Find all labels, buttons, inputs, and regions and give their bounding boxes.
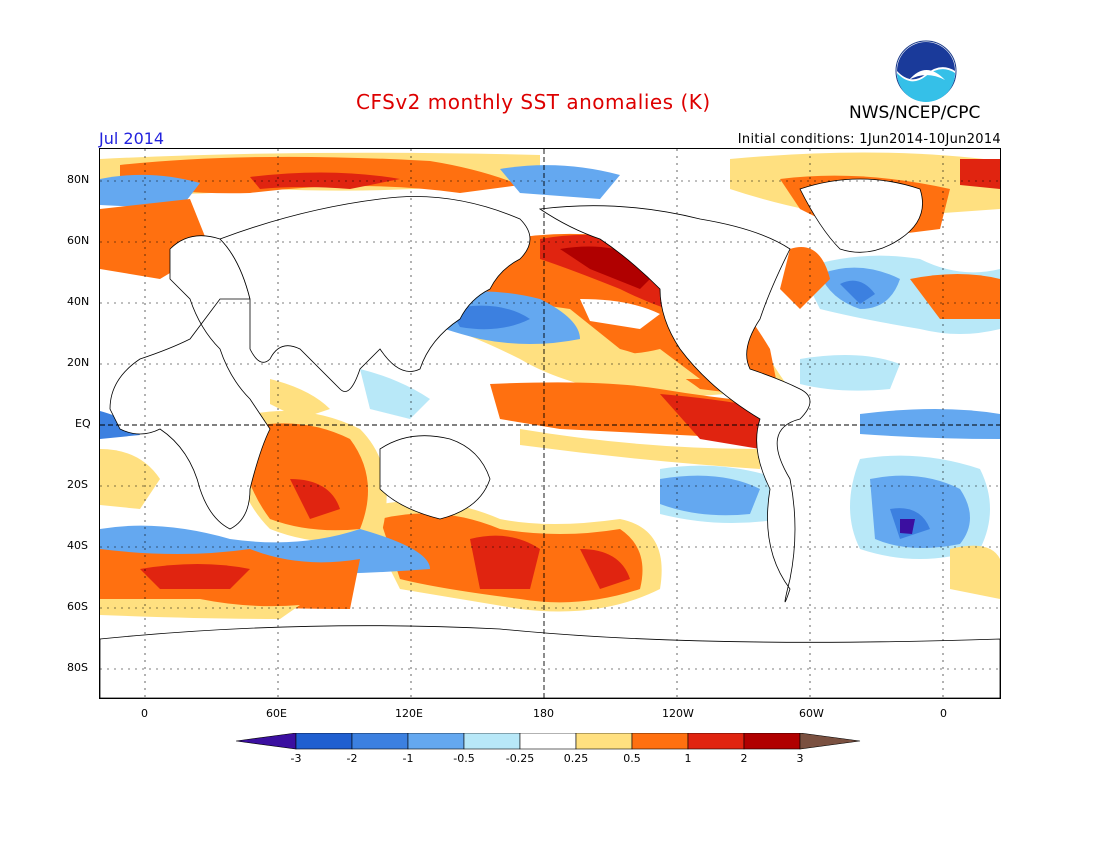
lat-label-eq: EQ xyxy=(75,417,91,430)
colorbar-label-m1: -1 xyxy=(402,752,414,765)
graticule xyxy=(100,149,1000,698)
noaa-logo-icon xyxy=(895,40,957,102)
colorbar-label-05: 0.5 xyxy=(623,752,641,765)
lat-label-60s: 60S xyxy=(67,600,88,613)
lat-label-80s: 80S xyxy=(67,661,88,674)
lat-label-40s: 40S xyxy=(67,539,88,552)
lat-label-20n: 20N xyxy=(67,356,90,369)
colorbar-swatch-m3-m2 xyxy=(295,733,353,750)
lat-label-80n: 80N xyxy=(67,173,90,186)
lat-label-60n: 60N xyxy=(67,234,90,247)
land-mask xyxy=(100,178,1000,698)
lon-label-0-east: 0 xyxy=(940,707,947,720)
colorbar-label-m025: -0.25 xyxy=(505,752,535,765)
chart-title: CFSv2 monthly SST anomalies (K) xyxy=(356,90,711,114)
lon-label-0: 0 xyxy=(141,707,148,720)
lon-label-180: 180 xyxy=(533,707,554,720)
colorbar-swatch-05-1 xyxy=(631,733,689,750)
lat-label-20s: 20S xyxy=(67,478,88,491)
lon-label-60e: 60E xyxy=(266,707,287,720)
forecast-period: Jul 2014 xyxy=(99,129,165,148)
colorbar-swatch-1-2 xyxy=(687,733,745,750)
colorbar-label-3: 3 xyxy=(796,752,804,765)
colorbar-swatch-m1-m05 xyxy=(407,733,465,750)
colorbar-swatch-lt-3 xyxy=(236,733,297,750)
initial-conditions: Initial conditions: 1Jun2014-10Jun2014 xyxy=(737,132,1001,147)
colorbar-label-1: 1 xyxy=(684,752,692,765)
lon-label-120w: 120W xyxy=(662,707,694,720)
colorbar xyxy=(236,733,861,750)
lon-label-60w: 60W xyxy=(799,707,824,720)
colorbar-swatch-025-05 xyxy=(575,733,633,750)
colorbar-swatch-m05-m025 xyxy=(463,733,521,750)
colorbar-label-m05: -0.5 xyxy=(453,752,475,765)
colorbar-swatch-m2-m1 xyxy=(351,733,409,750)
colorbar-swatch-2-3 xyxy=(743,733,801,750)
colorbar-label-2: 2 xyxy=(740,752,748,765)
sst-anomaly-map xyxy=(99,148,1001,699)
colorbar-label-m2: -2 xyxy=(346,752,358,765)
colorbar-label-m3: -3 xyxy=(290,752,302,765)
lon-label-120e: 120E xyxy=(395,707,423,720)
agency-label: NWS/NCEP/CPC xyxy=(849,103,981,123)
colorbar-label-025: 0.25 xyxy=(563,752,589,765)
lat-label-40n: 40N xyxy=(67,295,90,308)
colorbar-swatch-gt-3 xyxy=(799,733,861,750)
colorbar-swatch-m025-025 xyxy=(519,733,577,750)
